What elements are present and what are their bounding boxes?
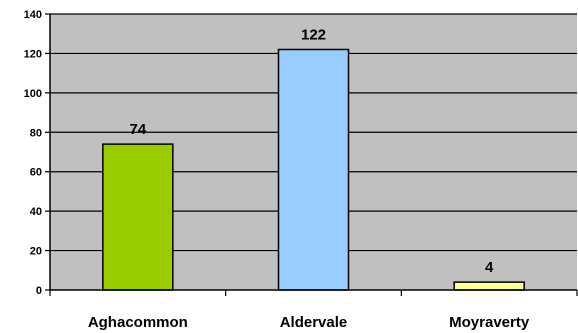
y-axis-ticks: 0 20 40 60 80 100 120 140 [24, 9, 50, 297]
y-tick-label: 0 [36, 285, 42, 297]
y-tick-label: 120 [24, 48, 42, 60]
y-tick-label: 100 [24, 88, 42, 100]
x-category-label: Moyraverty [449, 314, 530, 331]
y-tick-label: 140 [24, 9, 42, 21]
bar-moyraverty [453, 281, 525, 291]
bar-aghacommon [102, 143, 174, 291]
axes [49, 14, 578, 296]
bars [102, 48, 525, 291]
x-category-label: Aghacommon [88, 314, 188, 331]
x-category-label: Aldervale [280, 314, 348, 331]
y-tick-label: 60 [30, 167, 42, 179]
y-tick-label: 80 [30, 127, 42, 139]
data-labels: 74 122 4 [129, 26, 494, 276]
bar-aldervale [277, 48, 350, 291]
data-label: 122 [301, 26, 326, 43]
data-label: 4 [485, 259, 494, 276]
y-tick-label: 20 [30, 246, 42, 258]
x-axis-categories: Aghacommon Aldervale Moyraverty [88, 314, 530, 331]
data-label: 74 [129, 121, 146, 138]
y-tick-label: 40 [30, 206, 42, 218]
